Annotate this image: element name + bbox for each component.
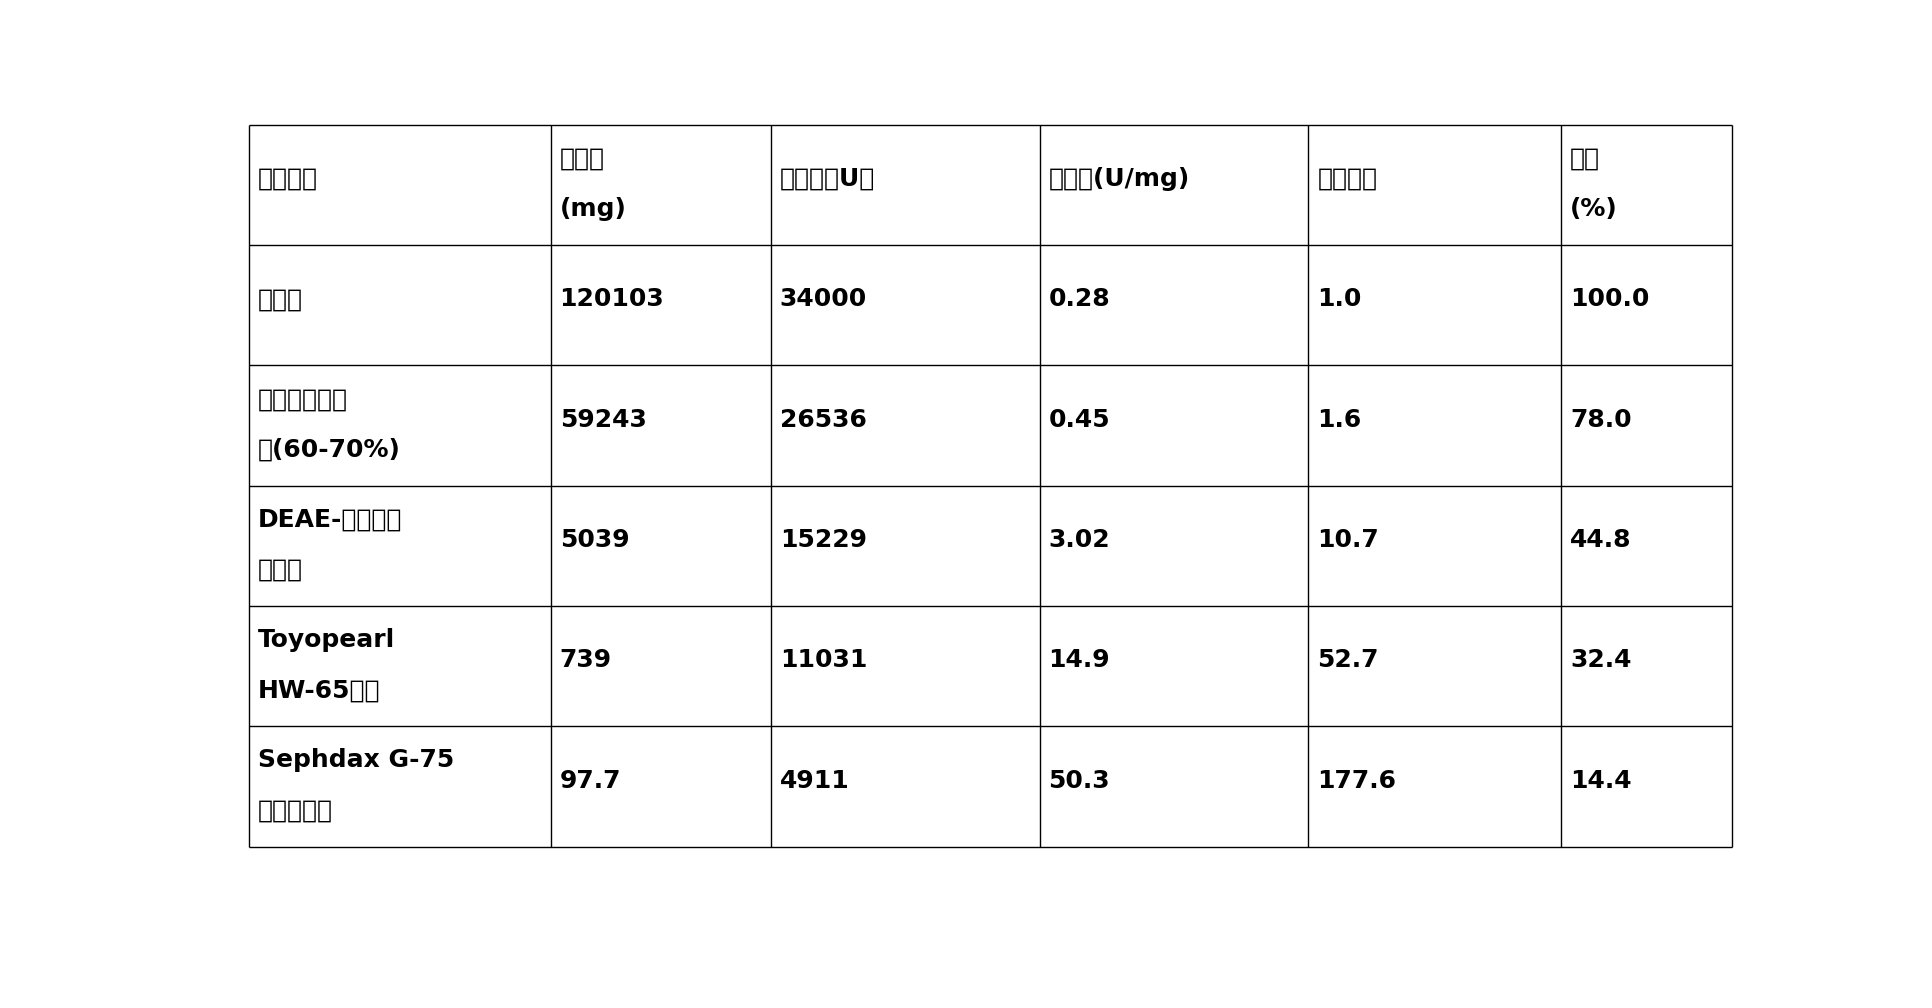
Text: 26536: 26536 [779,407,866,431]
Text: DEAE-纤维素离: DEAE-纤维素离 [259,507,402,531]
Text: Toyopearl: Toyopearl [259,628,396,652]
Text: 739: 739 [560,648,611,672]
Text: 44.8: 44.8 [1569,528,1631,552]
Text: 总蛋白: 总蛋白 [560,146,605,170]
Text: 产率: 产率 [1569,146,1600,170]
Text: 34000: 34000 [779,287,866,311]
Text: 粗提液: 粗提液 [259,287,303,311]
Text: 100.0: 100.0 [1569,287,1648,311]
Text: 4911: 4911 [779,768,848,792]
Text: 14.4: 14.4 [1569,768,1631,792]
Text: 32.4: 32.4 [1569,648,1631,672]
Text: 11031: 11031 [779,648,867,672]
Text: 淀(60-70%): 淀(60-70%) [259,437,400,462]
Text: 比活力(U/mg): 比活力(U/mg) [1047,167,1190,191]
Text: Sephdax G-75: Sephdax G-75 [259,748,454,772]
Text: 纯化倍数: 纯化倍数 [1318,167,1378,191]
Text: 硫酸铵分级沉: 硫酸铵分级沉 [259,387,348,411]
Text: 5039: 5039 [560,528,630,552]
Text: 1.6: 1.6 [1318,407,1360,431]
Text: 78.0: 78.0 [1569,407,1631,431]
Text: 50.3: 50.3 [1047,768,1109,792]
Text: 分子筛层析: 分子筛层析 [259,798,332,823]
Text: 10.7: 10.7 [1318,528,1379,552]
Text: 3.02: 3.02 [1047,528,1109,552]
Text: (mg): (mg) [560,197,626,221]
Text: 0.45: 0.45 [1047,407,1109,431]
Text: 总活力（U）: 总活力（U） [779,167,875,191]
Text: 97.7: 97.7 [560,768,620,792]
Text: 1.0: 1.0 [1318,287,1362,311]
Text: 15229: 15229 [779,528,866,552]
Text: HW-65层析: HW-65层析 [259,678,381,703]
Text: 59243: 59243 [560,407,645,431]
Text: 120103: 120103 [560,287,665,311]
Text: 0.28: 0.28 [1047,287,1109,311]
Text: 14.9: 14.9 [1047,648,1109,672]
Text: (%): (%) [1569,197,1617,221]
Text: 子交换: 子交换 [259,558,303,582]
Text: 177.6: 177.6 [1318,768,1395,792]
Text: 纯化步骤: 纯化步骤 [259,167,319,191]
Text: 52.7: 52.7 [1318,648,1378,672]
